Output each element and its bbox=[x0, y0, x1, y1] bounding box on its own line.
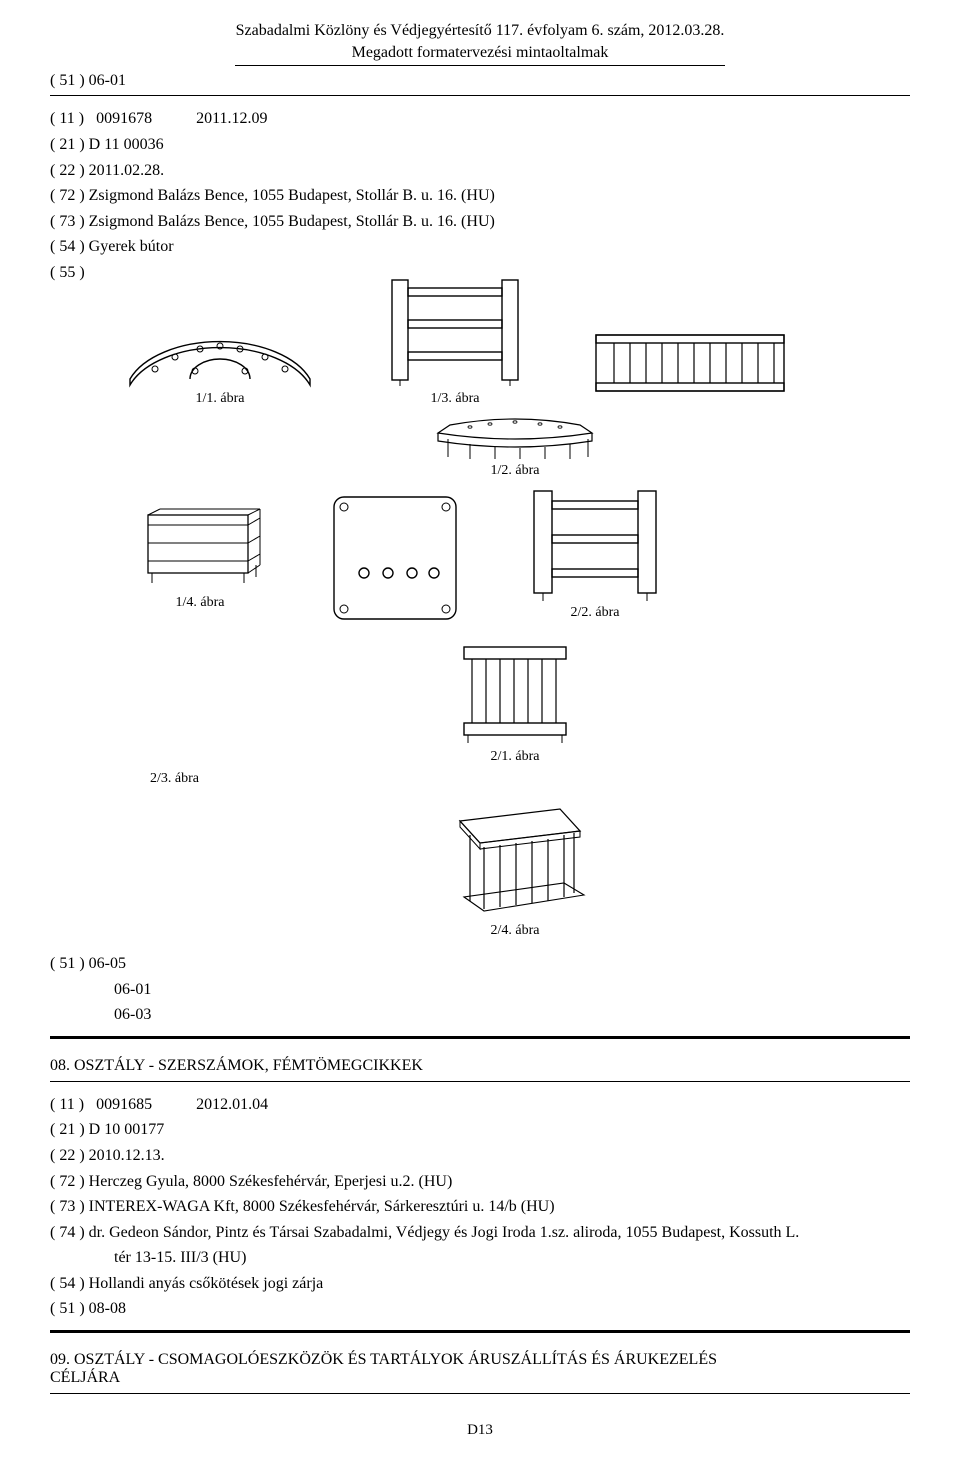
entry1-11: ( 11 ) 0091678 2011.12.09 bbox=[50, 106, 910, 132]
figure-2-2 bbox=[520, 483, 670, 603]
entry2-22: ( 22 ) 2010.12.13. bbox=[50, 1143, 910, 1169]
entry1-tail-a: 06-01 bbox=[50, 977, 910, 1003]
entry1-55: ( 55 ) bbox=[50, 260, 120, 286]
header-line-1: Szabadalmi Közlöny és Védjegyértesítő 11… bbox=[50, 20, 910, 42]
entry1-tail-b: 06-03 bbox=[50, 1002, 910, 1028]
entry2-74b: tér 13-15. III/3 (HU) bbox=[50, 1245, 910, 1271]
caption-1-2: 1/2. ábra bbox=[491, 463, 540, 479]
caption-2-2: 2/2. ábra bbox=[571, 605, 620, 621]
figure-1-3 bbox=[380, 274, 530, 389]
entry1-22: ( 22 ) 2011.02.28. bbox=[50, 158, 910, 184]
caption-2-3: 2/3. ábra bbox=[150, 771, 199, 787]
figure-bars-icon bbox=[590, 327, 790, 407]
entry2-72: ( 72 ) Herczeg Gyula, 8000 Székesfehérvá… bbox=[50, 1169, 910, 1195]
section-8-title: 08. OSZTÁLY - SZERSZÁMOK, FÉMTÖMEGCIKKEK bbox=[50, 1057, 910, 1075]
caption-1-4: 1/4. ábra bbox=[176, 595, 225, 611]
figure-plate-icon bbox=[320, 483, 470, 633]
caption-1-3: 1/3. ábra bbox=[431, 391, 480, 407]
entry2-73: ( 73 ) INTEREX-WAGA Kft, 8000 Székesfehé… bbox=[50, 1194, 910, 1220]
entry1-54: ( 54 ) Gyerek bútor bbox=[50, 234, 910, 260]
entry1-51: ( 51 ) 06-01 bbox=[50, 68, 910, 94]
entry1-tail-51: ( 51 ) 06-05 bbox=[50, 951, 910, 977]
header-underline: Megadott formatervezési mintaoltalmak bbox=[235, 42, 725, 65]
rule-thick-1 bbox=[50, 1036, 910, 1039]
entry2-11: ( 11 ) 0091685 2012.01.04 bbox=[50, 1092, 910, 1118]
rule-thin-1 bbox=[50, 95, 910, 96]
entry1-73: ( 73 ) Zsigmond Balázs Bence, 1055 Budap… bbox=[50, 209, 910, 235]
caption-1-1: 1/1. ábra bbox=[196, 391, 245, 407]
figure-1-1 bbox=[120, 319, 320, 389]
figure-2-1 bbox=[450, 637, 580, 747]
entry1-72: ( 72 ) Zsigmond Balázs Bence, 1055 Budap… bbox=[50, 183, 910, 209]
entry2-74a: ( 74 ) dr. Gedeon Sándor, Pintz és Társa… bbox=[50, 1220, 910, 1246]
section-9-title-a: 09. OSZTÁLY - CSOMAGOLÓESZKÖZÖK ÉS TARTÁ… bbox=[50, 1351, 910, 1369]
caption-2-1: 2/1. ábra bbox=[491, 749, 540, 765]
header-line-2: Megadott formatervezési mintaoltalmak bbox=[235, 42, 725, 64]
page-number: D13 bbox=[50, 1422, 910, 1439]
section-9-title-b: CÉLJÁRA bbox=[50, 1369, 910, 1387]
entry1-21: ( 21 ) D 11 00036 bbox=[50, 132, 910, 158]
figures-area: 1/1. ábra 1/3. ábra bbox=[120, 274, 910, 943]
caption-2-4: 2/4. ábra bbox=[491, 923, 540, 939]
rule-thick-2 bbox=[50, 1330, 910, 1333]
figure-1-2 bbox=[430, 411, 600, 461]
document-page: Szabadalmi Közlöny és Védjegyértesítő 11… bbox=[0, 0, 960, 1479]
rule-thin-3 bbox=[50, 1393, 910, 1394]
entry2-51: ( 51 ) 08-08 bbox=[50, 1296, 910, 1322]
figure-1-4 bbox=[130, 503, 270, 593]
rule-thin-2 bbox=[50, 1081, 910, 1082]
figure-2-4 bbox=[430, 791, 600, 921]
entry2-54: ( 54 ) Hollandi anyás csőkötések jogi zá… bbox=[50, 1271, 910, 1297]
entry2-21: ( 21 ) D 10 00177 bbox=[50, 1117, 910, 1143]
